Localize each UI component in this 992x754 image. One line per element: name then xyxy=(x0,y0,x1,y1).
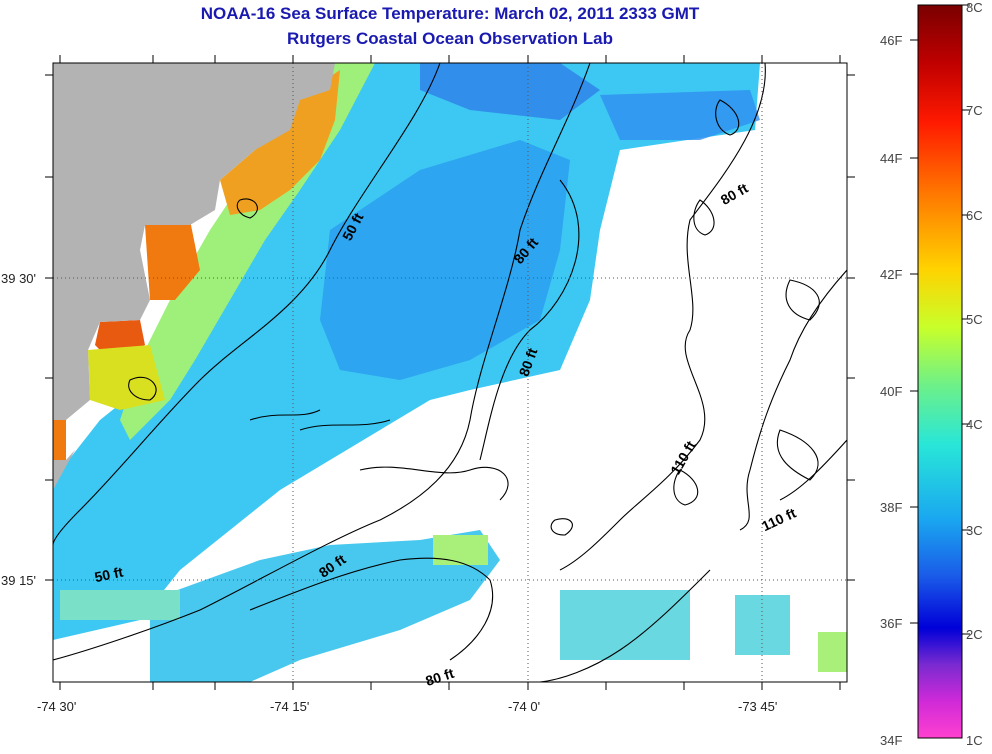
colorbar-f-label: 44F xyxy=(880,151,902,166)
sst-pixels-green xyxy=(433,535,488,565)
colorbar-c-label: 3C xyxy=(966,523,983,538)
lon-label: -74 15' xyxy=(270,699,309,714)
colorbar-c-label: 7C xyxy=(966,103,983,118)
colorbar-f-label: 46F xyxy=(880,33,902,48)
lon-label: -74 0' xyxy=(508,699,540,714)
colorbar-c-label: 1C xyxy=(966,733,983,748)
sst-south-strip xyxy=(150,530,500,682)
sst-warm-shore-2 xyxy=(145,220,200,300)
sst-pixels-se-corner xyxy=(818,632,847,672)
contour-label: 50 ft xyxy=(93,563,125,585)
lat-label: 39 30' xyxy=(1,271,36,286)
sst-warm-shore-5 xyxy=(53,420,66,460)
graticule xyxy=(53,63,847,682)
sst-pixels-sw xyxy=(60,590,180,620)
sst-pixels-south xyxy=(560,590,690,660)
map-title: NOAA-16 Sea Surface Temperature: March 0… xyxy=(200,4,700,23)
lon-label: -74 30' xyxy=(37,699,76,714)
colorbar-c-label: 6C xyxy=(966,208,983,223)
colorbar-f-label: 36F xyxy=(880,616,902,631)
sst-cool-patch-north xyxy=(420,63,600,120)
colorbar-c-label: 8C xyxy=(966,0,983,15)
sst-pixels-se xyxy=(735,595,790,655)
map-subtitle: Rutgers Coastal Ocean Observation Lab xyxy=(287,29,613,48)
colorbar-f-label: 40F xyxy=(880,384,902,399)
sst-cool-patch xyxy=(320,140,570,380)
colorbar-c-label: 2C xyxy=(966,627,983,642)
colorbar-f-label: 34F xyxy=(880,733,902,748)
land-barrier-strip xyxy=(53,450,75,490)
colorbar-f-label: 42F xyxy=(880,267,902,282)
colorbar xyxy=(917,4,963,739)
colorbar-c-label: 5C xyxy=(966,312,983,327)
bathymetry-contours xyxy=(53,63,847,682)
sst-warm-shore xyxy=(220,70,340,215)
lat-label: 39 15' xyxy=(1,573,36,588)
lon-label: -73 45' xyxy=(738,699,777,714)
colorbar-ticks xyxy=(910,4,970,635)
land-new-jersey xyxy=(53,63,335,420)
sst-warm-shore-4 xyxy=(88,345,165,410)
axis-ticks xyxy=(45,55,855,690)
colorbar-c-label: 4C xyxy=(966,417,983,432)
map-frame xyxy=(52,62,848,683)
colorbar-f-label: 38F xyxy=(880,500,902,515)
